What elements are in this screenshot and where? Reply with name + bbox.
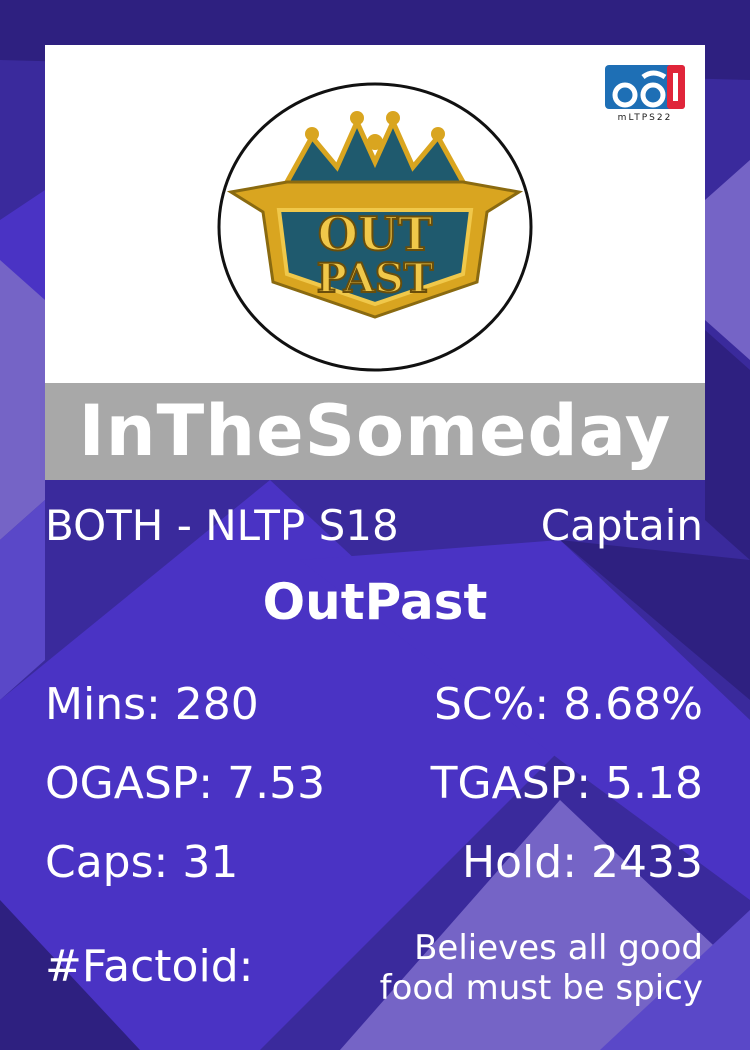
outpast-crown-shield-icon: OUT PAST — [217, 82, 533, 372]
stat-caps: Caps: 31 — [45, 837, 239, 888]
factoid-text: Believes all good food must be spicy — [379, 928, 703, 1008]
team-name: OutPast — [262, 573, 488, 631]
mltp-logo-icon — [605, 65, 685, 109]
team-logo-panel: OUT PAST mLTPS22 — [45, 45, 705, 385]
player-name-bar: InTheSomeday — [45, 383, 705, 480]
stat-ogasp: OGASP: 7.53 — [45, 758, 326, 809]
stat-mins: Mins: 280 — [45, 679, 259, 730]
factoid-label: #Factoid: — [45, 941, 254, 992]
stat-hold: Hold: 2433 — [462, 837, 703, 888]
player-name: InTheSomeday — [78, 390, 672, 472]
stat-sc: SC%: 8.68% — [433, 679, 703, 730]
team-logo-line1: OUT — [318, 207, 432, 261]
mltp-logo: mLTPS22 — [603, 63, 687, 127]
role-label: Captain — [540, 501, 703, 550]
stat-tgasp: TGASP: 5.18 — [430, 758, 703, 809]
brand-label: mLTPS22 — [617, 113, 673, 123]
league-label: BOTH - NLTP S18 — [45, 501, 399, 550]
team-logo-line2: PAST — [317, 255, 434, 302]
